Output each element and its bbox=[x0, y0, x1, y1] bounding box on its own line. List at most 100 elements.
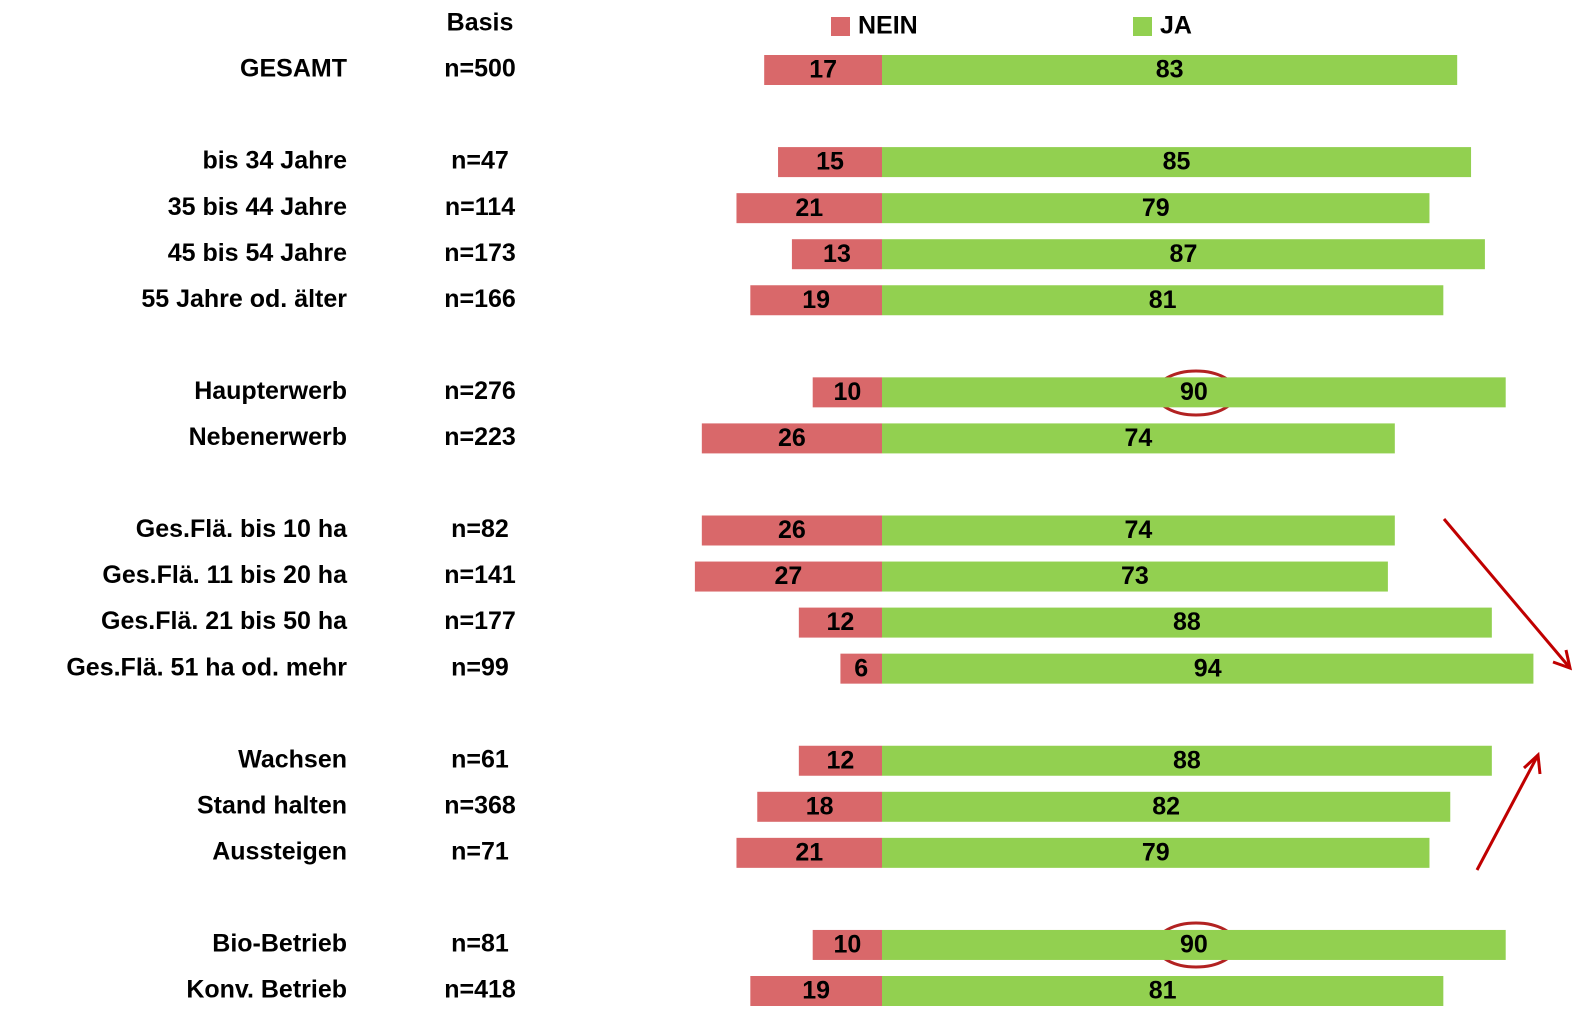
value-label: 13 bbox=[823, 240, 851, 268]
basis-label: n=418 bbox=[444, 976, 516, 1004]
value-label: 18 bbox=[806, 792, 834, 820]
basis-label: n=99 bbox=[451, 653, 509, 681]
category-label: Ges.Flä. bis 10 ha bbox=[136, 515, 348, 543]
value-label: 6 bbox=[854, 654, 868, 682]
basis-label: n=114 bbox=[445, 193, 515, 221]
bar bbox=[882, 239, 1485, 270]
value-label: 17 bbox=[809, 56, 837, 84]
bar bbox=[882, 147, 1472, 178]
basis-label: n=61 bbox=[451, 745, 509, 773]
category-label: GESAMT bbox=[240, 55, 347, 83]
bar bbox=[757, 791, 882, 822]
bar bbox=[750, 285, 882, 316]
bar bbox=[882, 653, 1534, 684]
category-label: Haupterwerb bbox=[194, 377, 347, 405]
category-label: Bio-Betrieb bbox=[212, 930, 347, 958]
legend-swatch bbox=[1133, 17, 1152, 36]
bar bbox=[701, 423, 882, 454]
value-label: 79 bbox=[1142, 194, 1170, 222]
basis-label: n=177 bbox=[444, 607, 516, 635]
basis-label: n=47 bbox=[451, 147, 509, 175]
bar bbox=[778, 147, 882, 178]
value-label: 19 bbox=[802, 977, 830, 1005]
value-label: 21 bbox=[795, 838, 823, 866]
value-label: 27 bbox=[775, 562, 803, 590]
value-label: 94 bbox=[1194, 654, 1222, 682]
value-label: 19 bbox=[802, 286, 830, 314]
bar bbox=[882, 515, 1395, 546]
bar bbox=[882, 745, 1492, 776]
category-label: Konv. Betrieb bbox=[186, 976, 347, 1004]
value-label: 74 bbox=[1125, 424, 1153, 452]
basis-label: n=166 bbox=[444, 285, 516, 313]
category-label: Ges.Flä. 11 bis 20 ha bbox=[102, 561, 348, 589]
bar bbox=[764, 55, 882, 85]
bar bbox=[812, 929, 882, 960]
category-label: 45 bis 54 Jahre bbox=[168, 239, 347, 267]
basis-label: n=500 bbox=[444, 55, 516, 83]
value-label: 12 bbox=[827, 608, 855, 636]
annotations bbox=[1154, 369, 1573, 969]
basis-label: n=81 bbox=[451, 930, 509, 958]
basis-label: n=173 bbox=[444, 239, 516, 267]
value-label: 85 bbox=[1163, 148, 1191, 176]
category-label: Wachsen bbox=[238, 745, 347, 773]
category-label: Aussteigen bbox=[212, 837, 347, 865]
bar bbox=[882, 929, 1506, 960]
value-label: 87 bbox=[1170, 240, 1198, 268]
bar bbox=[882, 561, 1388, 592]
bar bbox=[882, 193, 1430, 224]
value-label: 73 bbox=[1121, 562, 1149, 590]
arrow-head bbox=[1522, 751, 1542, 775]
value-label: 82 bbox=[1152, 792, 1180, 820]
legend-label: JA bbox=[1160, 12, 1192, 40]
value-label: 12 bbox=[827, 746, 855, 774]
bar bbox=[882, 837, 1430, 868]
value-label: 79 bbox=[1142, 838, 1170, 866]
bar bbox=[882, 377, 1506, 408]
bar bbox=[882, 423, 1395, 454]
category-label: Ges.Flä. 21 bis 50 ha bbox=[101, 607, 348, 635]
bar bbox=[736, 193, 882, 224]
arrow bbox=[1442, 518, 1572, 669]
value-label: 15 bbox=[816, 148, 844, 176]
bar bbox=[791, 239, 882, 270]
bar bbox=[882, 55, 1458, 85]
value-label: 81 bbox=[1149, 977, 1177, 1005]
legend-label: NEIN bbox=[858, 12, 918, 40]
category-label: Stand halten bbox=[197, 791, 347, 819]
category-label: 55 Jahre od. älter bbox=[141, 285, 347, 313]
bar bbox=[798, 745, 882, 776]
bar bbox=[882, 285, 1444, 316]
basis-label: n=82 bbox=[451, 515, 509, 543]
value-label: 90 bbox=[1180, 931, 1208, 959]
category-label: bis 34 Jahre bbox=[202, 147, 347, 175]
value-label: 88 bbox=[1173, 746, 1201, 774]
bar bbox=[701, 515, 882, 546]
category-label: Ges.Flä. 51 ha od. mehr bbox=[66, 653, 347, 681]
arrow-head bbox=[1552, 649, 1573, 671]
value-label: 90 bbox=[1180, 378, 1208, 406]
category-label: 35 bis 44 Jahre bbox=[168, 193, 347, 221]
value-label: 10 bbox=[833, 931, 861, 959]
value-label: 81 bbox=[1149, 286, 1177, 314]
bar bbox=[812, 377, 882, 408]
basis-label: n=276 bbox=[444, 377, 516, 405]
bar bbox=[736, 837, 882, 868]
value-label: 88 bbox=[1173, 608, 1201, 636]
bar bbox=[882, 791, 1451, 822]
basis-label: n=71 bbox=[451, 837, 509, 865]
basis-label: n=141 bbox=[444, 561, 516, 589]
value-label: 10 bbox=[833, 378, 861, 406]
bar bbox=[750, 976, 882, 1006]
category-label: Nebenerwerb bbox=[189, 423, 347, 451]
bar bbox=[882, 976, 1444, 1006]
bar bbox=[798, 607, 882, 638]
basis-header: Basis bbox=[447, 9, 514, 37]
value-label: 83 bbox=[1156, 56, 1184, 84]
bar bbox=[840, 653, 882, 684]
bar bbox=[694, 561, 882, 592]
value-label: 21 bbox=[795, 194, 823, 222]
bar bbox=[882, 607, 1492, 638]
